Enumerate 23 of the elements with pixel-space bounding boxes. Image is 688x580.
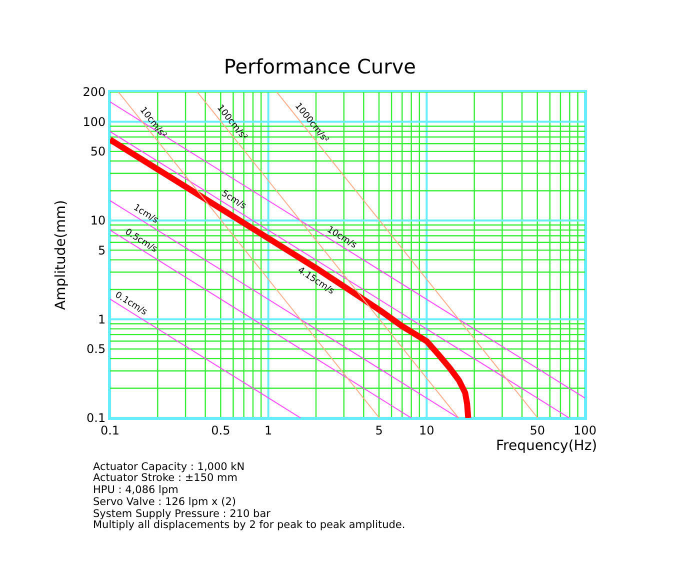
x-tick-label: 1: [264, 423, 272, 438]
y-tick-label: 10: [90, 214, 106, 228]
y-axis-title: Amplitude(mm): [52, 200, 69, 310]
text: Multiply all displacements by 2 for peak to peak amplitude.: [93, 519, 406, 531]
y-tick-label: 50: [90, 144, 106, 159]
text: System Supply Pressure : 210 bar: [93, 508, 272, 520]
text: Actuator Capacity : 1,000 kN: [93, 461, 245, 473]
text: HPU : 4,086 lpm: [93, 484, 178, 496]
text: Servo Valve : 126 lpm x (2): [93, 496, 236, 508]
chart-title: Performance Curve: [224, 54, 416, 79]
x-tick-label: 50: [530, 423, 545, 438]
x-tick-label: 5: [375, 423, 383, 438]
x-tick-label: 100: [574, 423, 596, 438]
y-tick-label: 200: [82, 85, 106, 100]
x-tick-label: 10: [419, 423, 434, 438]
y-tick-label: 0.1: [86, 411, 106, 426]
x-tick-label: 0.5: [211, 423, 230, 438]
x-axis-title: Frequency(Hz): [496, 438, 598, 454]
y-tick-label: 0.5: [86, 342, 106, 356]
y-tick-label: 1: [98, 312, 106, 326]
y-tick-label: 100: [82, 114, 106, 129]
text: Actuator Stroke : ±150 mm: [93, 472, 238, 484]
y-tick-label: 5: [98, 243, 106, 258]
